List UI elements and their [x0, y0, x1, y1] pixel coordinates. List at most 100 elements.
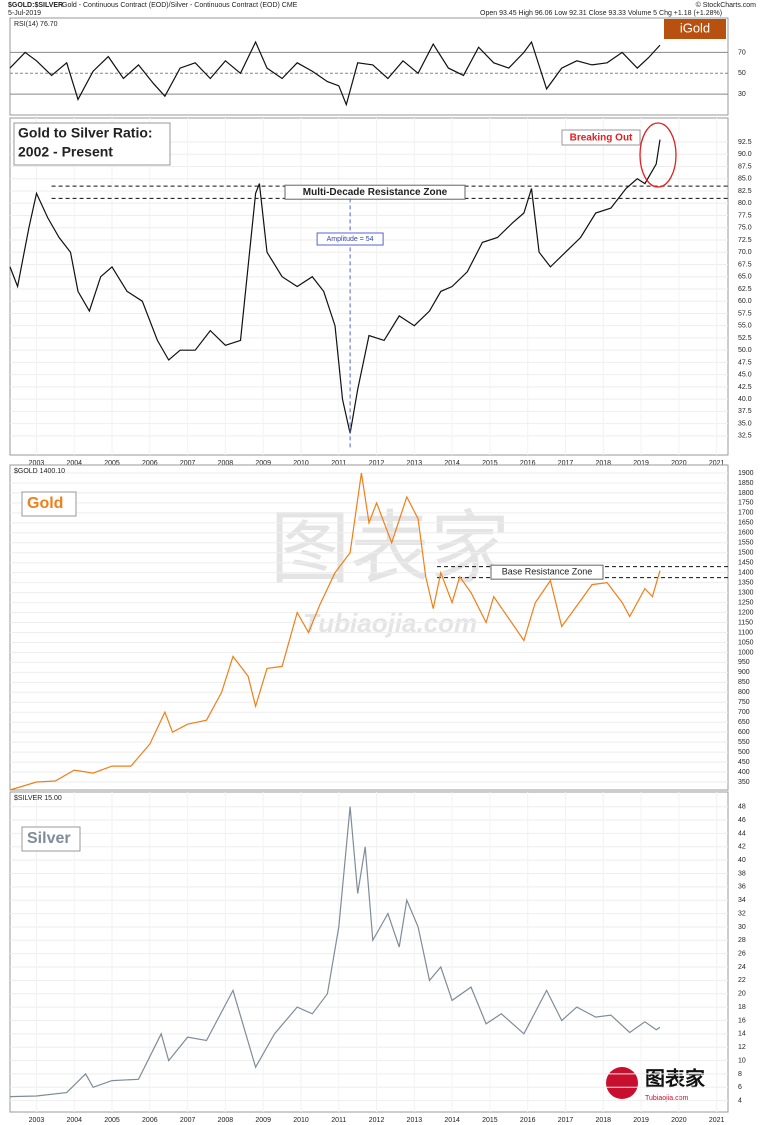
x-tick-label: 2016: [520, 460, 536, 467]
x-tick-label: 2015: [482, 1117, 498, 1124]
x-tick-label: 2016: [520, 1117, 536, 1124]
x-tick-label: 2007: [180, 460, 196, 467]
y-tick-label: 67.5: [738, 261, 752, 268]
y-tick-label: 1850: [738, 480, 754, 487]
quote: Open 93.45 High 96.06 Low 92.31 Close 93…: [480, 10, 722, 17]
line-series: [9, 40, 661, 107]
x-tick-label: 2010: [293, 460, 309, 467]
chart-title: Silver: [27, 830, 71, 847]
y-tick-label: 1000: [738, 649, 754, 656]
y-tick-label: 28: [738, 937, 746, 944]
watermark: 图表家: [270, 504, 510, 593]
y-tick-label: 35.0: [738, 420, 752, 427]
x-tick-label: 2020: [671, 1117, 687, 1124]
y-tick-label: 30: [738, 924, 746, 931]
y-tick-label: 450: [738, 759, 750, 766]
y-tick-label: 1900: [738, 470, 754, 477]
y-tick-label: 55.0: [738, 323, 752, 330]
y-tick-label: 16: [738, 1017, 746, 1024]
x-tick-label: 2015: [482, 460, 498, 467]
logo-box: [664, 19, 726, 39]
y-tick-label: 32.5: [738, 433, 752, 440]
x-tick-label: 2005: [104, 1117, 120, 1124]
annotation: Base Resistance Zone: [502, 567, 593, 577]
x-tick-label: 2003: [29, 1117, 45, 1124]
y-tick-label: 1100: [738, 629, 753, 636]
y-tick-label: 57.5: [738, 310, 752, 317]
y-tick-label: 1050: [738, 639, 754, 646]
x-tick-label: 2013: [407, 1117, 423, 1124]
y-tick-label: 750: [738, 699, 750, 706]
y-tick-label: 52.5: [738, 335, 752, 342]
y-tick-label: 650: [738, 719, 750, 726]
y-tick-label: 1200: [738, 609, 754, 616]
x-tick-label: 2013: [407, 460, 423, 467]
x-tick-label: 2005: [104, 460, 120, 467]
annotation: Breaking Out: [570, 133, 633, 144]
y-tick-label: 1300: [738, 589, 754, 596]
date: 5-Jul-2019: [8, 10, 41, 17]
chart-title: Gold to Silver Ratio:: [18, 125, 153, 141]
x-tick-label: 2018: [596, 1117, 612, 1124]
panel-label: $SILVER 15.00: [14, 795, 62, 802]
y-tick-label: 72.5: [738, 237, 752, 244]
x-tick-label: 2003: [29, 460, 45, 467]
x-tick-label: 2018: [596, 460, 612, 467]
bottom-logo-icon: [606, 1067, 638, 1099]
y-tick-label: 1550: [738, 540, 754, 547]
x-tick-label: 2014: [444, 1117, 460, 1124]
line-series: [9, 806, 661, 1098]
x-tick-label: 2014: [444, 460, 460, 467]
y-tick-label: 75.0: [738, 225, 752, 232]
x-tick-label: 2021: [709, 1117, 725, 1124]
y-tick-label: 22: [738, 977, 746, 984]
y-tick-label: 1750: [738, 500, 754, 507]
y-tick-label: 34: [738, 897, 746, 904]
y-tick-label: 700: [738, 709, 750, 716]
x-tick-label: 2008: [218, 460, 234, 467]
x-tick-label: 2011: [331, 460, 346, 467]
x-tick-label: 2012: [369, 460, 385, 467]
symbol: $GOLD:$SILVER: [8, 2, 63, 9]
annotation: Amplitude = 54: [327, 236, 374, 243]
y-tick-label: 1600: [738, 530, 754, 537]
panel-label: $GOLD 1400.10: [14, 468, 65, 475]
y-tick-label: 77.5: [738, 212, 752, 219]
y-tick-label: 400: [738, 769, 750, 776]
annotation-box: [316, 232, 384, 246]
x-tick-label: 2019: [633, 460, 649, 467]
y-tick-label: 1150: [738, 619, 753, 626]
panel-label: RSI(14) 76.70: [14, 21, 58, 28]
y-tick-label: 37.5: [738, 408, 752, 415]
y-tick-label: 1800: [738, 490, 754, 497]
y-tick-label: 14: [738, 1031, 746, 1038]
panel: [9, 17, 729, 116]
y-tick-label: 950: [738, 659, 750, 666]
y-tick-label: 45.0: [738, 372, 752, 379]
y-tick-label: 32: [738, 910, 746, 917]
x-tick-label: 2004: [66, 1117, 82, 1124]
y-tick-label: 50: [738, 70, 746, 77]
y-tick-label: 42: [738, 844, 746, 851]
y-tick-label: 8: [738, 1071, 742, 1078]
x-tick-label: 2008: [218, 1117, 234, 1124]
panel: [9, 791, 729, 1113]
y-tick-label: 24: [738, 964, 746, 971]
logo: iGold: [680, 20, 710, 35]
x-tick-label: 2010: [293, 1117, 309, 1124]
line-series: [9, 139, 661, 434]
y-tick-label: 850: [738, 679, 750, 686]
y-tick-label: 800: [738, 689, 750, 696]
y-tick-label: 82.5: [738, 188, 752, 195]
chart-title: 2002 - Present: [18, 144, 113, 160]
y-tick-label: 46: [738, 817, 746, 824]
title-box: [21, 491, 77, 517]
y-tick-label: 62.5: [738, 286, 752, 293]
x-tick-label: 2006: [142, 1117, 158, 1124]
x-tick-label: 2012: [369, 1117, 385, 1124]
y-tick-label: 92.5: [738, 139, 752, 146]
y-tick-label: 4: [738, 1097, 742, 1104]
y-tick-label: 40: [738, 857, 746, 864]
y-tick-label: 20: [738, 991, 746, 998]
